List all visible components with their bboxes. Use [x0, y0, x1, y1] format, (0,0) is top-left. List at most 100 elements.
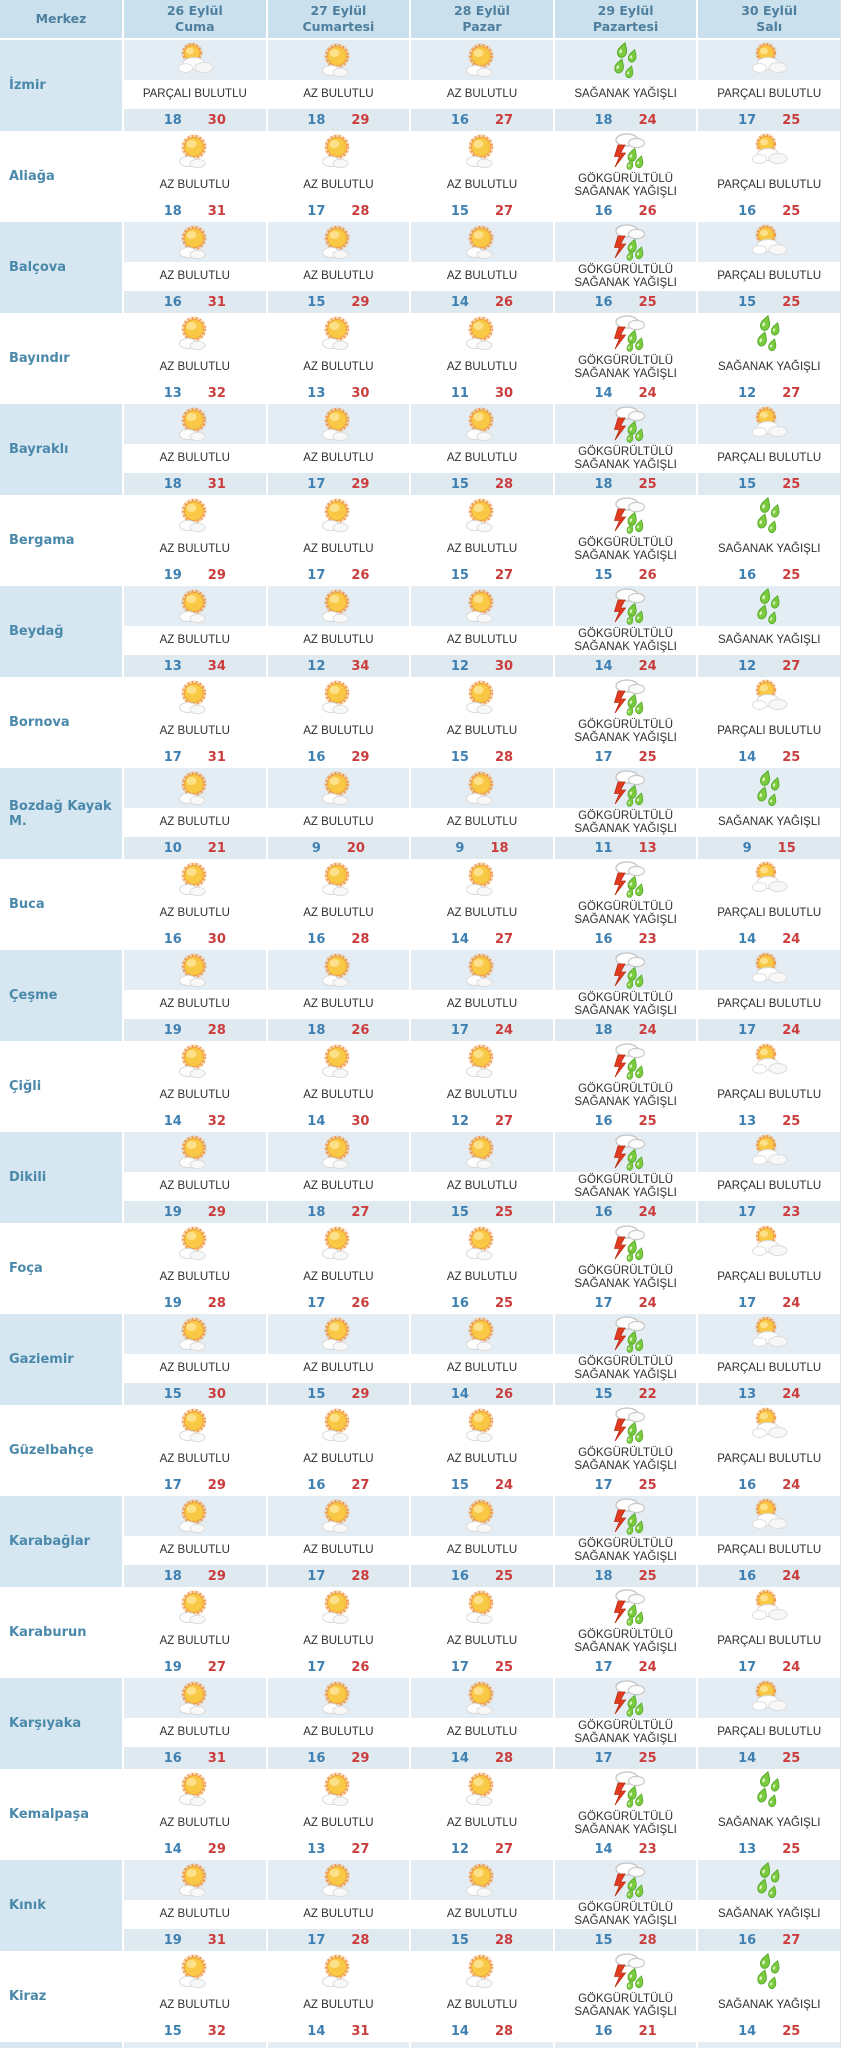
district-name[interactable]: Bozdağ Kayak M. [0, 768, 122, 859]
condition-label: PARÇALI BULUTLU [717, 88, 822, 101]
max-temp: 25 [782, 294, 801, 310]
day-name-label: Pazartesi [592, 19, 659, 34]
max-temp: 24 [782, 931, 801, 947]
thunderstorm-icon [603, 1496, 649, 1536]
condition-label: SAĞANAK YAĞIŞLI [717, 816, 821, 829]
district-name[interactable]: Bornova [0, 677, 122, 768]
max-temp: 26 [351, 1022, 370, 1038]
district-name[interactable]: Buca [0, 859, 122, 950]
partly-cloudy-icon [747, 1315, 791, 1353]
district-name-label: Çiğli [9, 1079, 42, 1094]
forecast-cell: AZ BULUTLU 19 29 [124, 495, 266, 586]
max-temp: 22 [638, 1386, 657, 1402]
district-name-label: Bayraklı [9, 442, 69, 457]
district-name[interactable]: Foça [0, 1223, 122, 1314]
max-temp: 25 [638, 1113, 657, 1129]
forecast-cell: AZ BULUTLU 10 21 [124, 768, 266, 859]
max-temp: 18 [490, 840, 509, 856]
mostly-sunny-icon [173, 769, 217, 807]
forecast-cell: GÖKGÜRÜLTÜLÜ SAĞANAK YAĞIŞLI 16 24 [554, 1132, 697, 1223]
max-temp: 25 [494, 1295, 514, 1311]
district-name[interactable]: İzmir [0, 40, 122, 131]
district-name[interactable]: Karabağlar [0, 1496, 122, 1587]
condition-label: GÖKGÜRÜLTÜLÜ SAĞANAK YAĞIŞLI [574, 1355, 677, 1381]
district-name[interactable]: Dikili [0, 1132, 122, 1223]
min-temp: 17 [307, 567, 326, 583]
condition-label: PARÇALI BULUTLU [717, 452, 822, 465]
min-temp: 15 [163, 2023, 182, 2039]
district-name[interactable]: Kemalpaşa [0, 1769, 122, 1860]
condition-label: GÖKGÜRÜLTÜLÜ SAĞANAK YAĞIŞLI [574, 1719, 677, 1745]
condition-label: AZ BULUTLU [303, 179, 374, 192]
max-temp: 24 [638, 1295, 657, 1311]
min-temp: 17 [738, 1659, 757, 1675]
mostly-sunny-icon [173, 1497, 217, 1535]
district-name[interactable]: Bayraklı [0, 404, 122, 495]
forecast-cell: AZ BULUTLU 12 34 [267, 586, 410, 677]
max-temp: 34 [207, 658, 226, 674]
max-temp: 28 [207, 1022, 226, 1038]
min-temp: 19 [163, 1932, 182, 1948]
day-column-header: 30 Eylül Salı [698, 0, 840, 38]
district-name[interactable]: Aliağa [0, 131, 122, 222]
max-temp: 30 [494, 385, 514, 401]
mostly-sunny-icon [460, 1770, 504, 1808]
district-name[interactable]: Kiraz [0, 1951, 122, 2042]
district-name[interactable]: Karaburun [0, 1587, 122, 1678]
thunderstorm-icon [603, 586, 649, 626]
district-name[interactable]: Karşıyaka [0, 1678, 122, 1769]
mostly-sunny-icon [316, 496, 360, 534]
district-name[interactable]: Çeşme [0, 950, 122, 1041]
forecast-cell: AZ BULUTLU 17 28 [267, 131, 410, 222]
forecast-cell: PARÇALI BULUTLU 16 24 [698, 1496, 840, 1587]
district-name[interactable]: Çiğli [0, 1041, 122, 1132]
min-temp: 9 [311, 840, 321, 856]
district-name[interactable]: Bergama [0, 495, 122, 586]
mostly-sunny-icon [316, 1406, 360, 1444]
table-row: Dikili AZ BULUTLU 19 29 AZ BULUTLU 18 27 AZ BUL… [0, 1132, 840, 1223]
district-name-label: Çeşme [9, 988, 58, 1003]
forecast-cell: AZ BULUTLU 15 27 [411, 131, 553, 222]
district-name[interactable]: Balçova [0, 222, 122, 313]
mostly-sunny-icon [460, 1315, 504, 1353]
min-temp: 16 [450, 1295, 469, 1311]
condition-label: AZ BULUTLU [159, 1908, 230, 1921]
mostly-sunny-icon [460, 1133, 504, 1171]
min-temp: 17 [307, 1295, 326, 1311]
district-name-label: Gaziemir [9, 1352, 74, 1367]
condition-label: SAĞANAK YAĞIŞLI [717, 543, 821, 556]
forecast-cell: PARÇALI BULUTLU 16 24 [698, 1405, 840, 1496]
max-temp: 31 [207, 203, 226, 219]
min-temp: 14 [738, 1750, 757, 1766]
district-name[interactable]: Kınık [0, 1860, 122, 1951]
partly-cloudy-icon [747, 678, 791, 716]
forecast-cell: GÖKGÜRÜLTÜLÜ SAĞANAK YAĞIŞLI 16 21 [554, 1951, 697, 2042]
forecast-cell: SAĞANAK YAĞIŞLI 9 15 [698, 768, 840, 859]
condition-label: AZ BULUTLU [446, 88, 518, 101]
district-name[interactable]: Beydağ [0, 586, 122, 677]
mostly-sunny-icon [460, 678, 504, 716]
min-temp: 16 [163, 294, 182, 310]
condition-label: GÖKGÜRÜLTÜLÜ SAĞANAK YAĞIŞLI [574, 1082, 677, 1108]
district-name[interactable]: Bayındır [0, 313, 122, 404]
min-temp: 14 [163, 1113, 182, 1129]
condition-label: GÖKGÜRÜLTÜLÜ SAĞANAK YAĞIŞLI [574, 1810, 677, 1836]
table-row: Karabağlar AZ BULUTLU 18 29 AZ BULUTLU 17 28 AZ… [0, 1496, 840, 1587]
forecast-cell: PARÇALI BULUTLU 17 24 [698, 1223, 840, 1314]
min-temp: 14 [163, 1841, 182, 1857]
thunderstorm-icon [603, 1769, 649, 1809]
forecast-cell: AZ BULUTLU 15 24 [411, 1405, 553, 1496]
max-temp: 21 [207, 840, 226, 856]
condition-label: GÖKGÜRÜLTÜLÜ SAĞANAK YAĞIŞLI [574, 1537, 677, 1563]
district-name[interactable]: Güzelbahçe [0, 1405, 122, 1496]
min-temp: 15 [738, 294, 757, 310]
district-name[interactable]: Gaziemir [0, 1314, 122, 1405]
min-temp: 15 [450, 1204, 469, 1220]
min-temp: 11 [594, 840, 613, 856]
forecast-cell: AZ BULUTLU 17 24 [411, 950, 553, 1041]
forecast-cell: AZ BULUTLU 16 29 [267, 677, 410, 768]
thunderstorm-icon [603, 404, 649, 444]
condition-label: AZ BULUTLU [303, 998, 374, 1011]
forecast-cell: GÖKGÜRÜLTÜLÜ SAĞANAK YAĞIŞLI 17 25 [554, 1405, 697, 1496]
